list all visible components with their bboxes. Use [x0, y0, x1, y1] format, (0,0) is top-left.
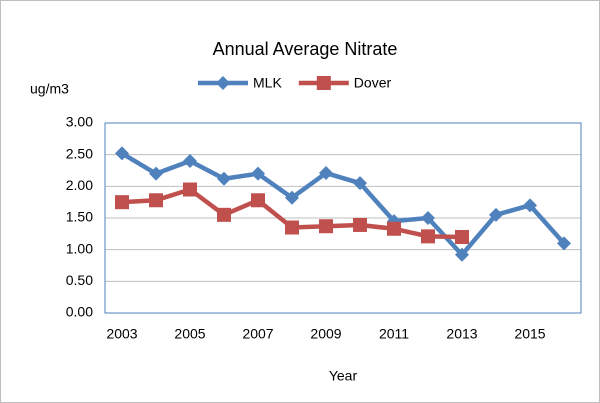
- marker: [285, 220, 299, 235]
- x-tick-label: 2007: [242, 326, 273, 342]
- legend-label: Dover: [354, 75, 392, 91]
- marker: [115, 195, 129, 210]
- marker: [421, 211, 435, 225]
- marker: [316, 76, 331, 90]
- y-axis-label: ug/m3: [30, 81, 69, 97]
- marker: [523, 198, 537, 213]
- legend-label: MLK: [253, 75, 282, 91]
- y-tick-label: 1.00: [66, 240, 93, 256]
- marker: [217, 171, 231, 186]
- x-tick-label: 2003: [106, 326, 137, 342]
- x-tick-label: 2011: [379, 326, 409, 342]
- marker: [319, 166, 333, 181]
- x-tick-label: 2009: [310, 326, 341, 342]
- marker: [557, 236, 571, 251]
- marker: [183, 154, 197, 168]
- marker: [251, 193, 265, 208]
- marker: [387, 221, 401, 236]
- y-tick-label: 2.50: [66, 145, 93, 161]
- x-tick-label: 2005: [174, 326, 205, 342]
- plot-area-border: [104, 122, 582, 314]
- marker: [353, 217, 367, 232]
- marker: [319, 219, 333, 234]
- marker: [251, 166, 265, 181]
- y-tick-label: 3.00: [66, 114, 93, 130]
- x-tick-label: 2013: [446, 326, 477, 342]
- x-tick-label: 2015: [514, 326, 545, 342]
- marker: [455, 230, 469, 244]
- x-axis-label: Year: [329, 368, 358, 384]
- marker: [216, 76, 230, 90]
- marker: [455, 247, 469, 262]
- marker: [421, 229, 435, 244]
- series-line: [120, 151, 566, 257]
- marker: [353, 176, 367, 191]
- marker: [489, 207, 503, 222]
- y-tick-label: 0.00: [66, 304, 93, 320]
- marker: [183, 182, 197, 197]
- y-tick-label: 2.00: [66, 177, 93, 193]
- marker: [115, 146, 129, 161]
- marker: [285, 190, 299, 205]
- y-tick-label: 0.50: [66, 272, 93, 288]
- y-tick-label: 1.50: [66, 209, 93, 225]
- marker: [149, 193, 163, 208]
- chart-title: Annual Average Nitrate: [213, 39, 398, 59]
- marker: [149, 166, 163, 181]
- marker: [217, 207, 231, 222]
